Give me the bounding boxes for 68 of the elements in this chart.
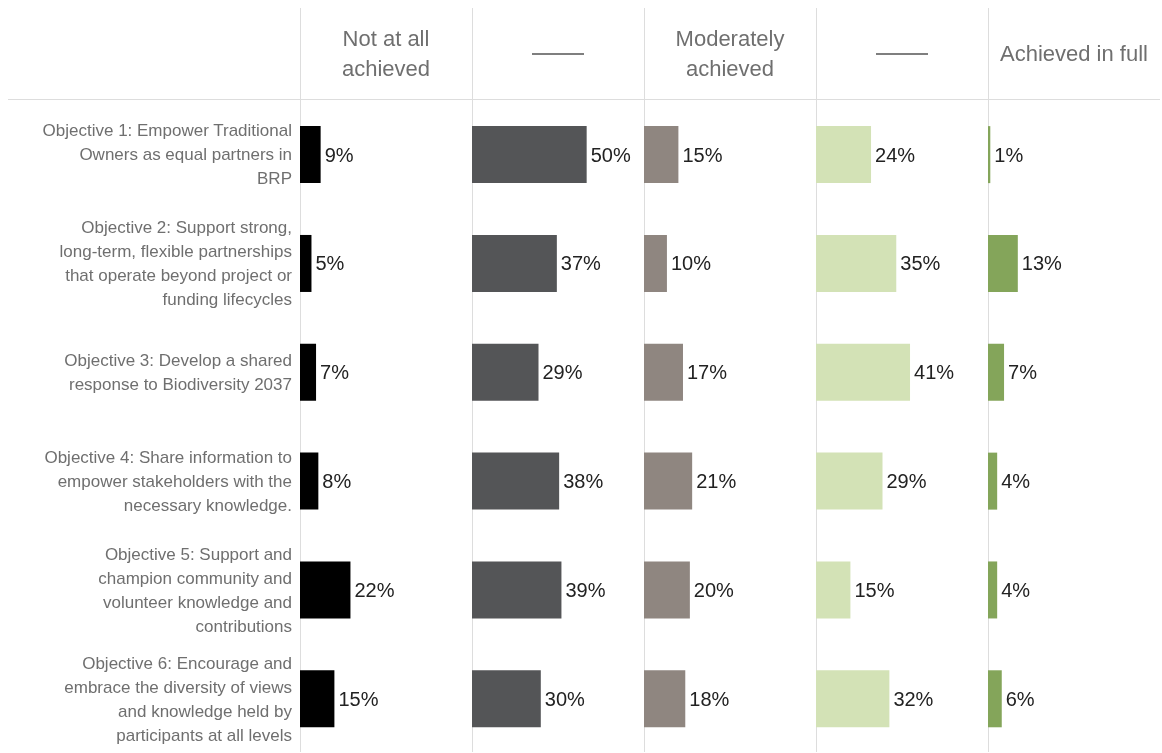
data-label: 15% [338,687,379,710]
bar [472,126,587,184]
data-label: 29% [542,361,583,384]
data-label: 10% [670,252,712,275]
y-tick-label: Objective 4: Share information to empower stakeholders with the necessary knowledge. [44,447,292,515]
data-label: 7% [320,361,350,384]
text: Moderately achieved [674,24,786,83]
data-label: 13% [1021,252,1063,275]
data-label: 4% [1001,578,1031,601]
bar [644,670,686,728]
bar [300,126,321,184]
data-label: 1% [994,143,1024,166]
bar [472,670,541,728]
bar [816,234,897,292]
data-label: 18% [689,687,730,710]
data-label: 38% [563,470,604,493]
data-label: 37% [560,252,602,275]
text: Not at all achieved [340,24,432,83]
bar [988,343,1005,401]
bar [816,343,911,401]
bar [644,234,667,292]
y-tick-label: Objective 1: Empower Traditional Owners as equal partners in BRP [42,120,292,188]
bar [300,343,317,401]
data-label: 5% [315,252,345,275]
data-label: 8% [322,470,352,493]
data-label: 15% [682,143,723,166]
data-label: 41% [914,361,955,384]
data-label: 32% [893,687,934,710]
bar [644,343,683,401]
bar [988,234,1018,292]
bar [300,670,335,728]
data-label: 35% [900,252,941,275]
bar [644,452,693,510]
data-label: 6% [1005,687,1035,710]
bar [472,452,560,510]
bar [472,561,562,619]
bar [816,452,883,510]
bar [472,343,539,401]
text: Achieved in full [999,39,1149,68]
bar [300,452,319,510]
data-label: 20% [693,578,735,601]
bar [300,234,312,292]
bar [644,126,679,184]
data-label: 15% [854,578,895,601]
data-label: 22% [354,578,395,601]
bar [988,452,998,510]
bar [988,561,998,619]
bar [300,561,351,619]
bar [816,126,872,184]
bar [472,234,557,292]
bar [816,670,890,728]
data-label: 17% [686,361,728,384]
y-tick-label: Objective 3: Develop a shared response to Biodiversity 2037 [64,350,292,394]
data-label: 29% [886,470,927,493]
data-label: 9% [324,143,354,166]
data-label: 39% [565,578,606,601]
data-label: 21% [696,470,737,493]
data-label: 4% [1001,470,1031,493]
data-label: 30% [544,687,586,710]
data-label: 50% [590,143,631,166]
bar [816,561,851,619]
data-label: 24% [875,143,916,166]
y-tick-label: Objective 5: Support and champion community and volunteer knowledge and contributions [98,544,292,636]
bar [644,561,690,619]
y-tick-label: Objective 6: Encourage and embrace the diversity of views and knowledge held by participants at all levels [64,653,293,745]
y-tick-label: Objective 2: Support strong, long-term, flexible partnerships that operate beyond project or funding lifecycles [59,217,293,309]
bar [988,670,1002,728]
data-label: 7% [1008,361,1038,384]
